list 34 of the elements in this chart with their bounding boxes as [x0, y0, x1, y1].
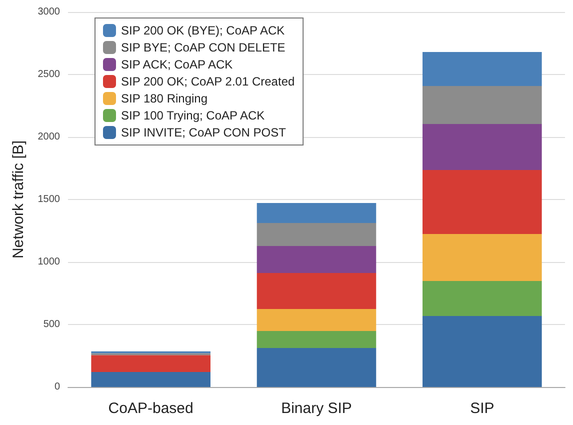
legend-label: SIP BYE; CoAP CON DELETE — [121, 40, 286, 54]
y-axis-title: Network traffic [B] — [10, 140, 27, 259]
y-tick-label: 1000 — [38, 256, 60, 268]
x-tick-label: SIP — [470, 400, 494, 417]
bar — [422, 316, 542, 387]
legend-label: SIP 200 OK; CoAP 2.01 Created — [121, 74, 295, 88]
bar — [256, 309, 376, 331]
bar — [256, 331, 376, 348]
bar — [422, 234, 542, 281]
bar — [256, 223, 376, 246]
bar — [422, 86, 542, 124]
x-tick-label: Binary SIP — [281, 400, 352, 417]
legend-label: SIP 180 Ringing — [121, 92, 208, 106]
y-tick-label: 1500 — [38, 194, 60, 205]
y-tick-label: 500 — [43, 319, 60, 330]
bar — [256, 348, 376, 387]
legend-label: SIP INVITE; CoAP CON POST — [121, 126, 287, 140]
bar — [422, 170, 542, 234]
y-tick-label: 2500 — [38, 69, 60, 80]
bar — [256, 203, 376, 223]
bar — [422, 52, 542, 86]
y-tick-label: 2000 — [38, 132, 60, 142]
bar — [256, 246, 376, 273]
legend-label: SIP 100 Trying; CoAP ACK — [121, 108, 265, 122]
legend-label: SIP 200 OK (BYE); CoAP ACK — [121, 24, 285, 38]
bar — [422, 281, 542, 316]
y-tick-label: 0 — [54, 382, 60, 392]
bar — [422, 124, 542, 170]
y-tick-label: 3000 — [38, 6, 60, 18]
x-tick-label: CoAP-based — [108, 400, 194, 417]
bar — [256, 273, 376, 309]
legend-label: SIP ACK; CoAP ACK — [121, 58, 233, 72]
bar — [91, 372, 210, 387]
bar — [91, 355, 210, 372]
